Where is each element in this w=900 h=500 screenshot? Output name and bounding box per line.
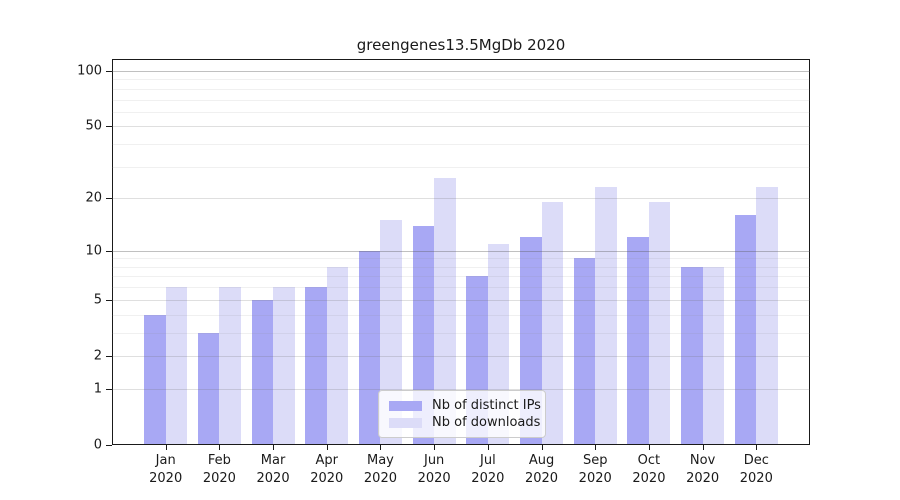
gridline-10 xyxy=(112,250,810,252)
gridline-2 xyxy=(112,355,810,357)
y-tick-label-5: 5 xyxy=(93,292,102,308)
x-tick-apr xyxy=(326,445,328,450)
chart-title: greengenes13.5MgDb 2020 xyxy=(356,36,566,54)
gridline-90 xyxy=(112,79,810,81)
y-tick-label-100: 100 xyxy=(77,63,102,79)
legend-item-downloads: Nb of downloads xyxy=(389,414,540,431)
bar-downloads-nov xyxy=(702,266,725,444)
x-tick-label-mar: Mar 2020 xyxy=(256,453,290,486)
gridline-1 xyxy=(112,388,810,390)
bar-ips-oct xyxy=(627,237,649,444)
x-tick-mar xyxy=(273,445,275,450)
bar-ips-apr xyxy=(305,287,327,444)
bar-ips-dec xyxy=(734,215,757,444)
bar-ips-may xyxy=(358,250,381,444)
x-tick-label-may: May 2020 xyxy=(363,453,397,486)
gridline-6 xyxy=(112,287,810,289)
bar-ips-feb xyxy=(197,332,220,444)
x-tick-oct xyxy=(648,445,650,450)
legend-item-distinct-ips: Nb of distinct IPs xyxy=(389,397,541,414)
x-tick-label-nov: Nov 2020 xyxy=(686,453,720,486)
x-tick-label-oct: Oct 2020 xyxy=(632,453,666,486)
x-tick-label-jan: Jan 2020 xyxy=(149,453,183,486)
gridline-9 xyxy=(112,258,810,260)
bar-downloads-jun xyxy=(434,177,456,444)
gridline-100 xyxy=(112,70,810,72)
x-tick-label-apr: Apr 2020 xyxy=(310,453,344,486)
x-tick-label-feb: Feb 2020 xyxy=(202,453,236,486)
gridline-60 xyxy=(112,111,810,113)
y-tick-10 xyxy=(106,250,112,252)
bar-downloads-oct xyxy=(648,202,671,444)
y-tick-100 xyxy=(106,70,112,72)
bar-downloads-mar xyxy=(273,287,295,444)
bar-downloads-aug xyxy=(541,202,564,444)
y-tick-5 xyxy=(106,299,112,301)
y-tick-1 xyxy=(106,388,112,390)
x-tick-label-sep: Sep 2020 xyxy=(578,453,612,486)
x-tick-label-aug: Aug 2020 xyxy=(524,453,559,486)
bar-ips-jan xyxy=(144,314,166,444)
legend-label-distinct-ips: Nb of distinct IPs xyxy=(432,398,541,413)
x-tick-feb xyxy=(219,445,221,450)
gridline-40 xyxy=(112,144,810,146)
y-tick-label-0: 0 xyxy=(93,437,102,453)
legend: Nb of distinct IPs Nb of downloads xyxy=(378,390,546,438)
gridline-50 xyxy=(112,126,810,128)
gridline-3 xyxy=(112,332,810,334)
x-tick-nov xyxy=(702,445,704,450)
x-tick-label-jul: Jul 2020 xyxy=(471,453,505,486)
x-tick-jun xyxy=(434,445,436,450)
x-tick-dec xyxy=(756,445,758,450)
gridline-80 xyxy=(112,88,810,90)
gridline-20 xyxy=(112,198,810,200)
bar-downloads-sep xyxy=(595,187,617,444)
bar-ips-jun xyxy=(412,225,435,444)
y-tick-50 xyxy=(106,126,112,128)
legend-swatch-distinct-ips xyxy=(389,400,422,411)
bar-downloads-apr xyxy=(326,266,349,444)
x-tick-may xyxy=(380,445,382,450)
y-tick-label-1: 1 xyxy=(93,381,102,397)
bar-ips-mar xyxy=(251,299,274,444)
x-tick-label-dec: Dec 2020 xyxy=(739,453,773,486)
gridline-7 xyxy=(112,276,810,278)
gridline-30 xyxy=(112,166,810,168)
legend-swatch-downloads xyxy=(389,417,422,428)
x-tick-jul xyxy=(487,445,489,450)
y-tick-label-10: 10 xyxy=(85,243,102,259)
x-tick-label-jun: Jun 2020 xyxy=(417,453,451,486)
bar-downloads-dec xyxy=(756,187,778,444)
gridline-8 xyxy=(112,266,810,268)
y-tick-20 xyxy=(106,198,112,200)
x-tick-aug xyxy=(541,445,543,450)
gridline-4 xyxy=(112,314,810,316)
x-tick-sep xyxy=(595,445,597,450)
y-tick-label-2: 2 xyxy=(93,348,102,364)
bar-ips-nov xyxy=(681,266,703,444)
x-tick-jan xyxy=(165,445,167,450)
y-tick-label-20: 20 xyxy=(85,190,102,206)
bar-downloads-feb xyxy=(219,287,241,444)
bar-downloads-may xyxy=(380,220,402,444)
y-tick-label-50: 50 xyxy=(85,118,102,134)
gridline-5 xyxy=(112,299,810,301)
y-tick-2 xyxy=(106,355,112,357)
bar-downloads-jan xyxy=(165,287,188,444)
legend-label-downloads: Nb of downloads xyxy=(432,415,541,430)
y-tick-0 xyxy=(106,445,112,446)
bar-ips-sep xyxy=(573,258,596,444)
gridline-70 xyxy=(112,99,810,101)
